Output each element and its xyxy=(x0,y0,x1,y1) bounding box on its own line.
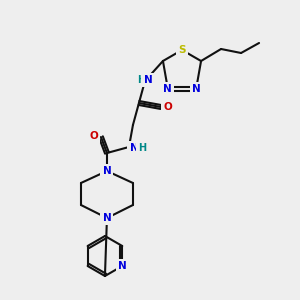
Text: H: H xyxy=(137,75,145,85)
Text: O: O xyxy=(164,102,172,112)
Text: N: N xyxy=(103,166,111,176)
Text: S: S xyxy=(178,45,186,55)
Text: O: O xyxy=(90,131,98,141)
Text: N: N xyxy=(130,143,138,153)
Text: N: N xyxy=(164,84,172,94)
Text: N: N xyxy=(118,261,127,271)
Text: N: N xyxy=(103,213,111,223)
Text: N: N xyxy=(144,75,152,85)
Text: N: N xyxy=(192,84,200,94)
Text: H: H xyxy=(138,143,146,153)
